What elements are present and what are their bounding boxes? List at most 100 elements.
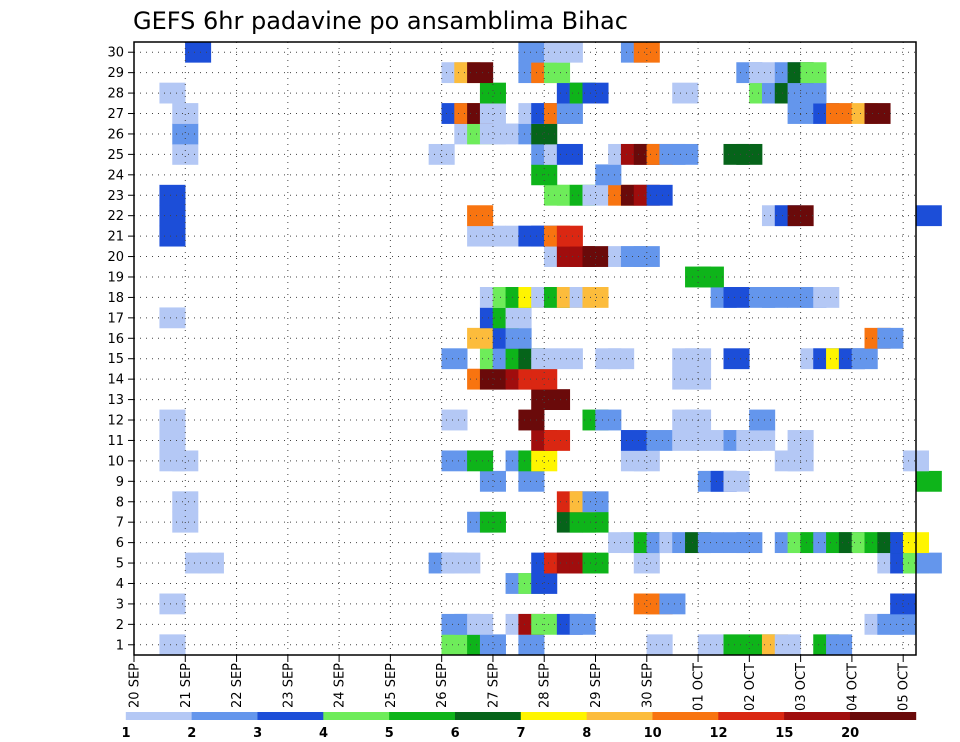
x-tick-label: 24 SEP	[333, 663, 348, 708]
heatmap-cell	[441, 409, 468, 431]
colorbar-swatch	[652, 712, 719, 720]
heatmap-cell	[159, 82, 186, 104]
heatmap-cell	[633, 41, 660, 63]
y-tick-label: 28	[107, 87, 124, 102]
y-tick-label: 9	[116, 475, 124, 490]
heatmap-cell	[185, 41, 212, 63]
heatmap-cell	[531, 450, 558, 472]
y-tick-label: 17	[107, 311, 124, 326]
heatmap-cell	[518, 409, 545, 431]
heatmap-cell	[556, 103, 583, 124]
y-tick-label: 5	[116, 557, 124, 572]
x-tick-label: 02 OCT	[743, 663, 758, 711]
x-tick-label: 29 SEP	[589, 663, 604, 708]
x-tick-label: 26 SEP	[435, 663, 450, 708]
heatmap-cell	[723, 634, 750, 656]
heatmap-cell	[159, 307, 186, 329]
colorbar-swatch	[520, 712, 588, 720]
heatmap-cell	[467, 327, 494, 349]
colorbar-label: 15	[775, 726, 793, 741]
x-tick-label: 27 SEP	[486, 663, 501, 708]
heatmap-cell	[723, 287, 750, 308]
heatmap-cell	[454, 552, 481, 574]
colorbar: 1 2 3 4 5 6 7 8 10 12 15 20	[121, 712, 917, 741]
heatmap-cell	[531, 123, 558, 145]
heatmap-cell	[736, 532, 763, 554]
heatmap-cell	[864, 103, 891, 124]
colorbar-label: 12	[709, 726, 727, 741]
heatmap-cell	[608, 348, 635, 370]
heatmap-cell	[620, 430, 647, 451]
heatmap-cell	[172, 491, 199, 513]
heatmap-cell	[915, 470, 942, 492]
x-tick-label: 05 OCT	[897, 663, 912, 711]
heatmap-cell	[672, 430, 699, 451]
heatmap-cell	[479, 634, 506, 656]
heatmap-cell	[813, 287, 840, 308]
colorbar-label: 2	[187, 726, 196, 741]
colorbar-label: 20	[841, 726, 859, 741]
y-tick-label: 15	[107, 352, 124, 367]
x-tick-label: 28 SEP	[538, 663, 553, 708]
heatmap-cell	[800, 62, 827, 84]
heatmap-cell	[659, 593, 686, 615]
heatmap-cell	[646, 634, 673, 656]
colorbar-label: 8	[582, 726, 591, 741]
y-tick-label: 18	[107, 291, 124, 306]
heatmap-cell	[723, 470, 750, 492]
heatmap-cell	[582, 491, 609, 513]
heatmap-cell	[826, 634, 853, 656]
colorbar-swatch	[191, 712, 258, 720]
heatmap-cell	[544, 62, 571, 84]
heatmap-cell	[441, 450, 468, 472]
heatmap-cell	[172, 103, 199, 124]
x-tick-label: 21 SEP	[179, 663, 194, 708]
heatmap-cell	[159, 593, 186, 615]
chart-title: GEFS 6hr padavine po ansamblima Bihac	[133, 7, 628, 35]
x-tick-label: 30 SEP	[640, 663, 655, 708]
heatmap-cell	[851, 348, 878, 370]
x-tick-label: 25 SEP	[384, 663, 399, 708]
y-tick-label: 10	[107, 454, 124, 469]
heatmap-cell	[556, 225, 583, 247]
heatmap-cell	[633, 450, 660, 472]
x-tick-label: 20 SEP	[128, 663, 143, 708]
heatmap-cell	[582, 184, 609, 206]
x-axis: 20 SEP 21 SEP 22 SEP 23 SEP 24 SEP 25 SEP 26 S…	[128, 655, 912, 711]
heatmap-cell	[582, 287, 609, 308]
y-tick-label: 21	[107, 230, 124, 245]
colorbar-label: 6	[451, 726, 460, 741]
x-tick-label: 04 OCT	[845, 663, 860, 711]
colorbar-label: 7	[516, 726, 525, 741]
heatmap-cell	[467, 613, 494, 635]
heatmap-cell	[646, 184, 673, 206]
heatmap-cell	[633, 552, 660, 574]
y-tick-label: 26	[107, 127, 124, 142]
heatmap-cell	[531, 368, 558, 390]
heatmap-cell	[723, 348, 750, 370]
heatmap-cell	[441, 348, 468, 370]
heatmap-cell	[749, 409, 776, 431]
y-tick-label: 24	[107, 168, 124, 183]
x-tick-label: 01 OCT	[692, 663, 707, 711]
colorbar-swatch	[389, 712, 456, 720]
heatmap-cell	[544, 389, 571, 410]
heatmap-cell	[479, 225, 506, 247]
colorbar-label: 5	[385, 726, 394, 741]
heatmap-cell	[915, 552, 942, 574]
x-tick-label: 23 SEP	[281, 663, 296, 708]
y-tick-label: 3	[116, 597, 124, 612]
heatmap-cell	[518, 634, 545, 656]
y-tick-label: 22	[107, 209, 124, 224]
plot-frame	[133, 41, 917, 656]
heatmap-cell	[582, 82, 609, 104]
colorbar-swatch	[323, 712, 390, 720]
heatmap-cell	[441, 634, 468, 656]
y-tick-label: 19	[107, 270, 124, 285]
heatmap-cell	[467, 205, 494, 227]
heatmap-cell	[479, 470, 506, 492]
heatmap-cell	[556, 41, 583, 63]
colorbar-label: 4	[319, 726, 328, 741]
heatmap-cell	[172, 143, 199, 165]
